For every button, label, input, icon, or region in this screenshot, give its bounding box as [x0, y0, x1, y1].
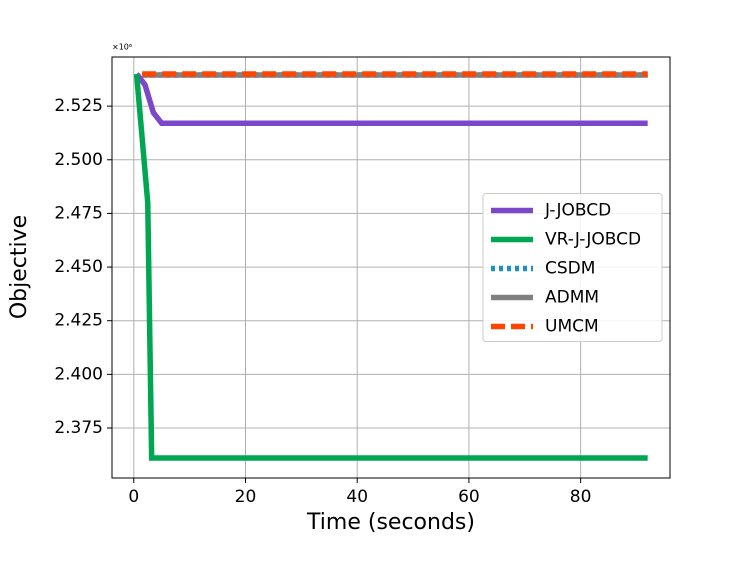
legend-label: UMCM [545, 317, 599, 337]
legend-label: J-JOBCD [544, 201, 611, 221]
legend-label: CSDM [545, 259, 595, 279]
offset-text: ×10⁶ [112, 43, 132, 52]
legend-box [482, 193, 663, 342]
x-tick-label: 80 [570, 487, 592, 507]
x-axis-label: Time (seconds) [306, 510, 475, 535]
y-tick-label: 2.475 [54, 203, 103, 223]
legend-label: VR-J-JOBCD [545, 230, 641, 250]
x-tick-label: 20 [235, 487, 257, 507]
x-tick-label: 40 [346, 487, 368, 507]
y-tick-label: 2.525 [54, 96, 103, 116]
y-tick-label: 2.375 [54, 418, 103, 438]
y-tick-label: 2.450 [54, 257, 103, 277]
y-axis-label: Objective [7, 215, 32, 319]
x-tick-label: 60 [458, 487, 480, 507]
series-line [134, 72, 648, 127]
series-line [133, 73, 648, 461]
x-tick-label: 0 [128, 487, 139, 507]
y-tick-label: 2.500 [54, 150, 103, 170]
legend-label: ADMM [545, 288, 599, 308]
plot-frame [111, 56, 671, 479]
y-tick-label: 2.400 [54, 364, 103, 384]
y-tick-label: 2.425 [54, 311, 103, 331]
